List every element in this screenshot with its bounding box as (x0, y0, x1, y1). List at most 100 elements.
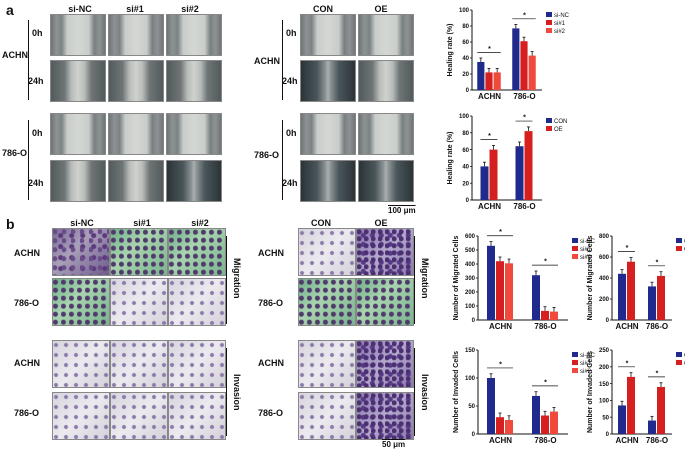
micrograph (166, 113, 222, 155)
legend-label: si#2 (580, 255, 592, 261)
micrograph (50, 160, 106, 202)
y-axis-label: Number of Invaded Cells (453, 351, 460, 433)
sig-star: * (523, 12, 526, 19)
section-bracket (226, 348, 227, 436)
y-tick-label: 100 (599, 399, 610, 405)
bar (480, 166, 489, 200)
y-tick-label: 600 (599, 255, 610, 261)
bar (524, 131, 533, 200)
y-tick-label: 100 (465, 376, 476, 382)
x-tick-label: 786-O (646, 436, 668, 445)
row-bracket (282, 120, 283, 200)
sig-star: * (656, 370, 659, 377)
col-si2: si#2 (191, 218, 209, 228)
x-tick-label: 786-O (513, 202, 535, 211)
bar (541, 415, 549, 434)
row-label-786o-b3: 786-O (258, 298, 284, 308)
micrograph (298, 228, 356, 276)
bar (550, 311, 558, 320)
sig-star: * (499, 229, 502, 236)
sig-star: * (523, 115, 526, 122)
section-bracket (414, 236, 415, 324)
col-si2: si#2 (181, 4, 199, 14)
x-tick-label: ACHN (489, 436, 512, 445)
y-tick-label: 0 (472, 432, 476, 438)
legend-swatch (546, 126, 552, 131)
time-24h: 24h (28, 76, 44, 86)
bar (550, 411, 558, 434)
legend-label: CON (554, 119, 567, 125)
legend-swatch (572, 246, 578, 251)
y-tick-label: 250 (599, 348, 610, 354)
y-tick-label: 600 (465, 234, 476, 240)
bar (541, 310, 549, 320)
time-0h: 0h (286, 28, 297, 38)
micrograph (358, 60, 414, 102)
micrograph (300, 60, 356, 102)
micrograph (52, 340, 110, 388)
sig-star: * (488, 46, 491, 53)
row-bracket (28, 120, 29, 200)
legend-swatch (546, 12, 552, 17)
y-tick-label: 150 (599, 382, 610, 388)
micrograph (356, 340, 414, 388)
bar (618, 273, 626, 320)
y-tick-label: 80 (462, 131, 469, 137)
micrograph (110, 340, 168, 388)
y-tick-label: 20 (462, 72, 469, 78)
micrograph (298, 278, 356, 326)
bar (532, 395, 540, 434)
sig-star: * (626, 245, 629, 252)
x-tick-label: 786-O (646, 322, 668, 331)
bar (648, 420, 656, 434)
row-label-achn-a2: ACHN (254, 56, 280, 66)
micrograph (166, 14, 222, 56)
row-label-786o-b2: 786-O (14, 408, 40, 418)
x-tick-label: 786-O (534, 436, 556, 445)
y-axis-label: Healing rate (%) (447, 24, 454, 77)
sig-star: * (544, 259, 547, 266)
row-label-achn-b4: ACHN (258, 358, 284, 368)
x-tick-label: ACHN (489, 322, 512, 331)
scale-bar-b: 50 μm (382, 440, 406, 449)
micrograph (298, 340, 356, 388)
col-oe: OE (374, 4, 388, 14)
bar (477, 62, 485, 90)
time-0h: 0h (32, 28, 43, 38)
row-bracket (282, 20, 283, 100)
y-tick-label: 50 (468, 404, 475, 410)
legend-swatch (676, 352, 682, 357)
y-tick-label: 0 (466, 88, 470, 94)
micrograph (52, 392, 110, 440)
micrograph (108, 14, 164, 56)
y-tick-label: 800 (599, 234, 610, 240)
row-label-786o-a: 786-O (2, 148, 28, 158)
col-si1: si#1 (133, 218, 151, 228)
y-tick-label: 0 (606, 432, 610, 438)
sig-star: * (544, 379, 547, 386)
bar (487, 245, 495, 320)
micrograph (358, 14, 414, 56)
micrograph (50, 113, 106, 155)
micrograph (358, 160, 414, 202)
y-axis-label: Number of Invaded Cells (587, 351, 594, 433)
y-tick-label: 100 (459, 8, 470, 14)
legend-swatch (572, 254, 578, 259)
row-label-achn-b: ACHN (14, 248, 40, 258)
bar (496, 417, 504, 434)
legend-label: si-NC (580, 353, 596, 359)
micrograph (356, 228, 414, 276)
micrograph (298, 392, 356, 440)
legend-swatch (546, 118, 552, 123)
legend-swatch (676, 238, 682, 243)
time-0h: 0h (32, 128, 43, 138)
micrograph (300, 113, 356, 155)
legend-swatch (572, 360, 578, 365)
legend-swatch (572, 238, 578, 243)
micrograph (52, 228, 110, 276)
y-tick-label: 40 (462, 165, 469, 171)
bar (515, 146, 524, 200)
legend-label: si#2 (580, 369, 592, 375)
y-tick-label: 0 (472, 318, 476, 324)
